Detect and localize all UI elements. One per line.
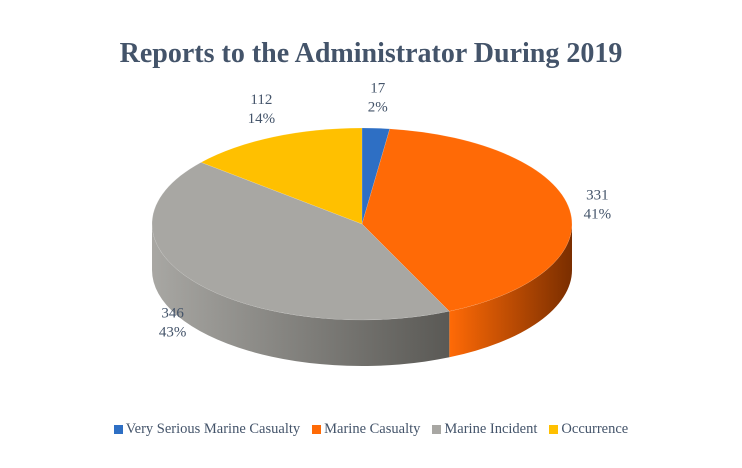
pie-side-marine-incident bbox=[151, 224, 450, 367]
legend-item-very-serious-marine-casualty: Very Serious Marine Casualty bbox=[113, 421, 301, 438]
legend-swatch bbox=[549, 425, 559, 434]
legend-label: Marine Incident bbox=[444, 421, 538, 437]
legend-item-occurrence: Occurrence bbox=[549, 421, 628, 438]
pie-slice-very-serious-marine-casualty bbox=[361, 127, 391, 225]
legend-swatch bbox=[312, 425, 322, 434]
legend-label: Occurrence bbox=[561, 421, 629, 437]
data-label-occurrence: 112 14% bbox=[248, 92, 276, 127]
legend-label: Marine Casualty bbox=[324, 421, 421, 437]
legend-item-marine-casualty: Marine Casualty bbox=[312, 421, 420, 438]
pie-slice-marine-incident bbox=[151, 162, 450, 321]
legend-swatch bbox=[113, 425, 123, 434]
legend: Very Serious Marine Casualty Marine Casua… bbox=[0, 421, 742, 438]
data-label-marine-casualty: 331 41% bbox=[584, 187, 612, 222]
legend-item-marine-incident: Marine Incident bbox=[432, 421, 537, 438]
legend-swatch bbox=[432, 425, 442, 434]
pie-slice-marine-casualty bbox=[361, 128, 573, 312]
data-label-marine-incident: 346 43% bbox=[159, 305, 187, 340]
pie-slice-occurrence bbox=[200, 127, 363, 225]
data-label-very-serious-marine-casualty: 17 2% bbox=[368, 80, 388, 115]
chart-title: Reports to the Administrator During 2019 bbox=[119, 38, 623, 69]
legend-label: Very Serious Marine Casualty bbox=[125, 421, 301, 437]
pie-side-marine-casualty bbox=[449, 224, 572, 358]
